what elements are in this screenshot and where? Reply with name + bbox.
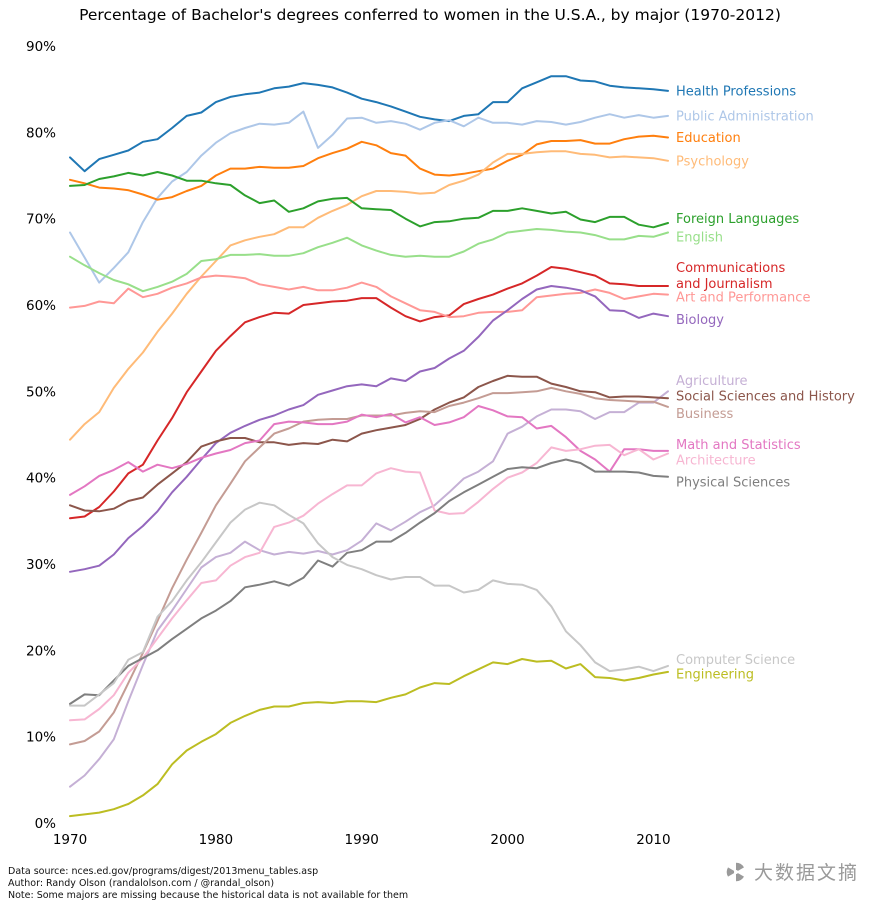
x-tick-label: 2010 — [636, 832, 670, 848]
series-line-english — [69, 228, 669, 293]
series-line-communications-and-journalism — [69, 266, 669, 520]
series-label-engineering: Engineering — [676, 668, 754, 683]
y-tick-label: 60% — [26, 298, 56, 314]
y-tick-label: 40% — [26, 471, 56, 487]
line-chart: 0% 10% 20% 30% 40% 50% 60% 70% 80% 90% 1970 1980 199… — [26, 39, 855, 848]
footer-data-source: Data source: nces.ed.gov/programs/digest… — [8, 866, 319, 877]
y-tick-label: 70% — [26, 212, 56, 228]
series-line-health-professions — [69, 75, 669, 173]
y-tick-label: 0% — [35, 816, 57, 832]
series-label-psychology: Psychology — [676, 154, 749, 169]
y-tick-label: 10% — [26, 730, 56, 746]
y-tick-label: 20% — [26, 643, 56, 659]
footer-author: Author: Randy Olson (randalolson.com / @… — [8, 878, 275, 889]
series-line-education — [69, 134, 669, 201]
y-tick-label: 50% — [26, 384, 56, 400]
y-tick-label: 90% — [26, 39, 56, 55]
series-line-business — [69, 386, 669, 746]
series-line-computer-science — [69, 501, 669, 707]
series-line-agriculture — [69, 390, 669, 788]
y-tick-label: 30% — [26, 557, 56, 573]
series-label-physical-sciences: Physical Sciences — [676, 476, 790, 491]
series-line-public-administration — [69, 110, 669, 284]
x-tick-label: 1980 — [199, 832, 233, 848]
watermark: 大数据文摘 — [724, 858, 859, 885]
series-label-biology: Biology — [676, 313, 724, 328]
series-line-foreign-languages — [69, 171, 669, 229]
series-label-communications-and-journalism: Communications and Journalism — [676, 261, 785, 292]
series-label-health-professions: Health Professions — [676, 84, 796, 99]
series-line-art-and-performance — [69, 274, 669, 319]
series-label-social-sciences-and-history: Social Sciences and History — [676, 390, 855, 405]
footer-note: Note: Some majors are missing because th… — [8, 890, 409, 901]
series-line-biology — [69, 285, 669, 573]
series-label-education: Education — [676, 131, 741, 146]
series-label-english: English — [676, 230, 723, 245]
series-label-math-and-statistics: Math and Statistics — [676, 438, 801, 453]
series-label-art-and-performance: Art and Performance — [676, 290, 810, 305]
series-label-architecture: Architecture — [676, 454, 756, 469]
series-label-public-administration: Public Administration — [676, 109, 814, 124]
watermark-logo-icon — [726, 862, 744, 881]
series-label-computer-science: Computer Science — [676, 653, 795, 668]
series-label-foreign-languages: Foreign Languages — [676, 212, 799, 227]
series-line-math-and-statistics — [69, 405, 669, 496]
x-tick-label: 2000 — [490, 832, 524, 848]
series-label-business: Business — [676, 407, 734, 422]
x-tick-label: 1970 — [53, 832, 87, 848]
series-line-social-sciences-and-history — [69, 374, 669, 513]
series-line-physical-sciences — [69, 458, 669, 705]
y-tick-label: 80% — [26, 125, 56, 141]
watermark-text: 大数据文摘 — [753, 862, 859, 884]
series-line-psychology — [69, 150, 669, 441]
series-line-architecture — [69, 443, 669, 722]
footer: Data source: nces.ed.gov/programs/digest… — [8, 866, 408, 902]
x-tick-label: 1990 — [345, 832, 379, 848]
series-line-engineering — [69, 658, 669, 818]
chart-title: Percentage of Bachelor's degrees conferr… — [79, 6, 781, 24]
series-label-agriculture: Agriculture — [676, 374, 748, 389]
